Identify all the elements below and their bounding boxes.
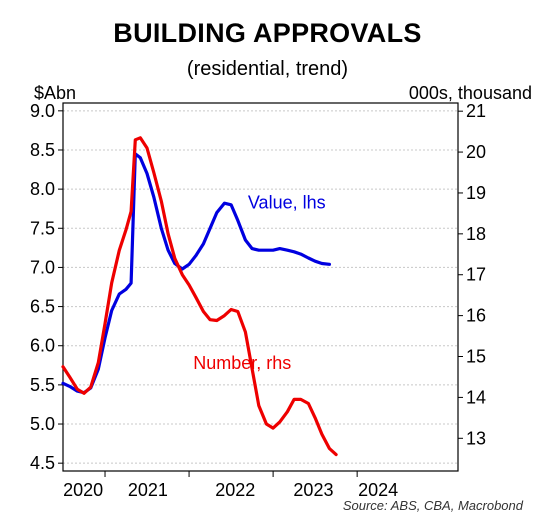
chart-subtitle: (residential, trend): [186, 58, 349, 80]
right-tick-label: 15: [466, 347, 486, 367]
right-axis-label: 000s, thousand: [409, 83, 532, 103]
left-tick-label: 6.0: [30, 336, 55, 356]
plot-frame: [62, 102, 459, 472]
right-tick-label: 16: [466, 306, 486, 326]
left-tick-label: 7.5: [30, 218, 55, 238]
left-tick-label: 4.5: [30, 453, 55, 473]
right-tick-label: 18: [466, 224, 486, 244]
series-label-value: Value, lhs: [248, 193, 326, 213]
source-note: Source: ABS, CBA, Macrobond: [342, 498, 523, 513]
left-tick-label: 6.5: [30, 297, 55, 317]
right-tick-label: 14: [466, 387, 486, 407]
right-tick-label: 17: [466, 265, 486, 285]
left-tick-label: 8.5: [30, 140, 55, 160]
x-tick-label: 2020: [63, 480, 103, 500]
x-tick-label: 2024: [358, 480, 398, 500]
right-tick-label: 13: [466, 428, 486, 448]
right-tick-label: 19: [466, 183, 486, 203]
chart-title: BUILDING APPROVALS: [113, 18, 422, 48]
x-tick-label: 2023: [293, 480, 333, 500]
left-tick-label: 5.5: [30, 375, 55, 395]
right-tick-label: 21: [466, 101, 486, 121]
left-tick-label: 8.0: [30, 179, 55, 199]
series-line-value: [61, 152, 331, 395]
x-tick-label: 2021: [128, 480, 168, 500]
left-axis-label: $Abn: [34, 83, 76, 103]
x-tick-label: 2022: [215, 480, 255, 500]
series-line-number: [61, 136, 338, 457]
left-tick-label: 9.0: [30, 101, 55, 121]
left-tick-label: 7.0: [30, 257, 55, 277]
series-label-number: Number, rhs: [193, 353, 291, 373]
right-tick-label: 20: [466, 142, 486, 162]
left-tick-label: 5.0: [30, 414, 55, 434]
